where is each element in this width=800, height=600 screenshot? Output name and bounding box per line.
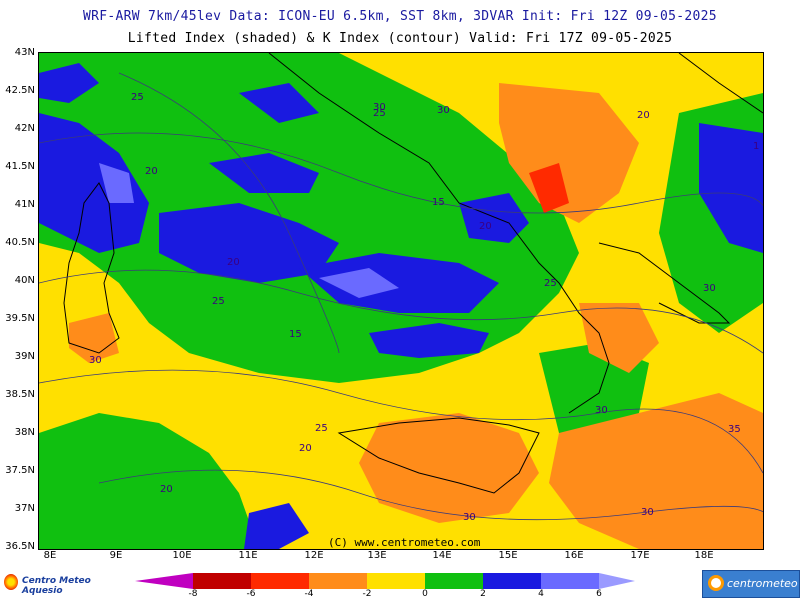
lon-label: 11E: [238, 550, 258, 561]
contour-label: 30: [595, 405, 608, 416]
contour-label: 25: [212, 296, 225, 307]
contour-label: 20: [145, 166, 158, 177]
colorbar-label: 4: [538, 589, 544, 599]
lat-label: 40N: [14, 275, 35, 286]
colorbar-swatch: [425, 573, 483, 589]
lon-label: 18E: [694, 550, 714, 561]
logo-left-text: Centro Meteo Aquesio: [22, 576, 91, 596]
logo-icon: [708, 575, 724, 591]
contour-label: 25: [315, 423, 328, 434]
lat-label: 42N: [14, 123, 35, 134]
contour-label: 1: [753, 141, 759, 152]
lifted-index-field: 25 20 30 30 25 20 15 20 20 25 25 30 15 3…: [39, 53, 763, 549]
lon-label: 15E: [498, 550, 518, 561]
contour-label: 20: [160, 484, 173, 495]
colorbar-swatch: [251, 573, 309, 589]
lat-label: 39N: [14, 351, 35, 362]
contour-label: 30: [373, 102, 386, 113]
contour-label: 25: [373, 108, 386, 119]
lat-label: 37N: [14, 503, 35, 514]
colorbar-label: -2: [362, 589, 372, 599]
contour-label: 20: [299, 443, 312, 454]
lon-label: 13E: [367, 550, 387, 561]
colorbar-label: 2: [480, 589, 486, 599]
lon-label: 16E: [564, 550, 584, 561]
header-line1: WRF-ARW 7km/45lev Data: ICON-EU 6.5km, S…: [83, 9, 717, 24]
contour-label: 20: [637, 110, 650, 121]
lat-label: 43N: [14, 47, 35, 58]
colorbar-swatch: [483, 573, 541, 589]
colorbar-swatch: [541, 573, 599, 589]
lat-label: 41.5N: [5, 161, 35, 172]
colorbar-label: -4: [304, 589, 314, 599]
lat-label: 37.5N: [5, 465, 35, 476]
contour-label: 30: [641, 507, 654, 518]
colorbar-label: 0: [422, 589, 428, 599]
contour-label: 20: [227, 257, 240, 268]
centrometeo-logo[interactable]: centrometeo: [702, 570, 800, 598]
contour-label: 30: [89, 355, 102, 366]
lat-label: 38.5N: [5, 389, 35, 400]
contour-label: 15: [289, 329, 302, 340]
logo-right-text: centrometeo: [727, 577, 798, 590]
colorbar-swatch: [135, 573, 193, 589]
contour-label: 25: [544, 278, 557, 289]
lon-label: 8E: [43, 550, 57, 561]
colorbar-swatch: [309, 573, 367, 589]
contour-label: 30: [703, 283, 716, 294]
lat-label: 38N: [14, 427, 35, 438]
lon-label: 10E: [172, 550, 192, 561]
watermark: (C) www.centrometeo.com: [328, 536, 481, 549]
contour-label: 30: [463, 512, 476, 523]
lat-label: 40.5N: [5, 237, 35, 248]
colorbar-label: -8: [188, 589, 198, 599]
logo-icon: [4, 574, 18, 590]
colorbar-label: -6: [246, 589, 256, 599]
centro-meteo-aquesio-logo[interactable]: Centro Meteo Aquesio: [2, 572, 102, 596]
lat-label: 42.5N: [5, 85, 35, 96]
lon-label: 12E: [304, 550, 324, 561]
lat-label: 39.5N: [5, 313, 35, 324]
lat-label: 41N: [14, 199, 35, 210]
colorbar-label: 6: [596, 589, 602, 599]
colorbar-swatch: [367, 573, 425, 589]
lon-label: 9E: [109, 550, 123, 561]
contour-label: 35: [728, 424, 741, 435]
map-panel: 25 20 30 30 25 20 15 20 20 25 25 30 15 3…: [38, 52, 764, 550]
colorbar-swatch: [193, 573, 251, 589]
colorbar-swatch: [599, 573, 635, 589]
lat-label: 36.5N: [5, 541, 35, 552]
contour-label: 20: [479, 221, 492, 232]
lon-label: 17E: [630, 550, 650, 561]
contour-label: 30: [437, 105, 450, 116]
colorbar: [135, 573, 635, 589]
contour-label: 15: [432, 197, 445, 208]
lon-label: 14E: [432, 550, 452, 561]
contour-label: 25: [131, 92, 144, 103]
header-line2: Lifted Index (shaded) & K Index (contour…: [127, 31, 673, 46]
